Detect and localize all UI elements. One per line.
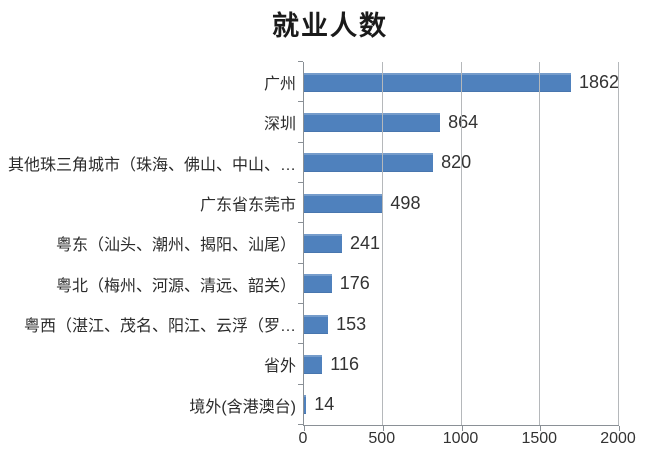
value-label: 241 — [349, 232, 380, 253]
x-axis-tick — [619, 426, 620, 431]
bar — [304, 112, 441, 132]
bar-rows: 1862 864 820 498 241 176 153 116 14 — [304, 62, 619, 425]
bar — [304, 314, 329, 334]
x-axis-tick — [304, 426, 305, 431]
gridline — [460, 62, 462, 425]
x-axis-tick — [382, 426, 384, 431]
category-label: 广州 — [263, 76, 296, 94]
category-label: 省外 — [263, 358, 296, 376]
y-axis-tick — [298, 101, 303, 103]
bar — [304, 193, 383, 213]
value-label: 1862 — [578, 71, 619, 92]
value-label: 820 — [441, 152, 472, 173]
x-tick-label: 0 — [298, 430, 308, 447]
value-label: 864 — [448, 111, 479, 132]
category-label: 深圳 — [263, 116, 296, 134]
value-label: 176 — [339, 273, 370, 294]
y-axis-tick — [298, 181, 303, 183]
x-tick-label: 2000 — [600, 430, 636, 447]
category-label: 粤北（梅州、河源、清远、韶关） — [55, 277, 296, 295]
plot-area: 1862 864 820 498 241 176 153 116 14 — [298, 61, 620, 431]
bar-row: 176 — [304, 264, 619, 304]
y-axis-tick — [298, 383, 303, 385]
y-axis-tick — [298, 343, 303, 345]
bar — [304, 72, 571, 92]
x-axis-tick — [461, 426, 463, 431]
bar — [304, 354, 323, 374]
gridline — [618, 62, 619, 425]
bar-row: 864 — [304, 102, 619, 142]
bar — [304, 274, 332, 294]
value-label: 498 — [390, 192, 421, 213]
bar-row: 1862 — [304, 62, 619, 102]
bar-row: 14 — [304, 385, 619, 425]
value-label: 153 — [336, 313, 367, 334]
category-axis: 广州深圳其他珠三角城市（珠海、佛山、中山、… 广东省东莞市粤东（汕头、潮州、揭阳、… — [0, 62, 296, 425]
category-label: 广东省东莞市 — [199, 197, 296, 215]
bar — [304, 233, 342, 253]
value-label: 116 — [330, 353, 359, 374]
category-label: 粤西（湛江、茂名、阳江、云浮（罗… — [23, 318, 296, 336]
category-label: 境外(含港澳台) — [189, 398, 296, 416]
bar-row: 153 — [304, 304, 619, 344]
gridline — [539, 62, 541, 425]
bar-row: 116 — [304, 344, 619, 384]
y-axis-tick — [298, 222, 303, 224]
category-label: 其他珠三角城市（珠海、佛山、中山、… — [7, 156, 296, 174]
y-axis-tick — [298, 141, 303, 143]
bar — [304, 153, 434, 173]
x-tick-label: 500 — [368, 430, 396, 447]
y-axis-tick — [298, 424, 303, 425]
y-axis-tick — [298, 262, 303, 264]
category-label: 粤东（汕头、潮州、揭阳、汕尾） — [55, 237, 296, 255]
bar-row: 241 — [304, 223, 619, 263]
x-tick-label: 1000 — [442, 430, 479, 447]
bar-row: 498 — [304, 183, 619, 223]
bar-row: 820 — [304, 143, 619, 183]
x-tick-label: 1500 — [521, 430, 558, 447]
gridline — [381, 62, 383, 425]
y-axis-tick — [298, 61, 303, 62]
x-axis-tick — [540, 426, 542, 431]
y-axis-tick — [298, 302, 303, 304]
value-label: 14 — [314, 394, 335, 415]
chart-title: 就业人数 — [272, 11, 388, 41]
x-axis-labels: 0 500 1000 1500 2000 — [299, 430, 636, 452]
bar — [304, 395, 307, 415]
